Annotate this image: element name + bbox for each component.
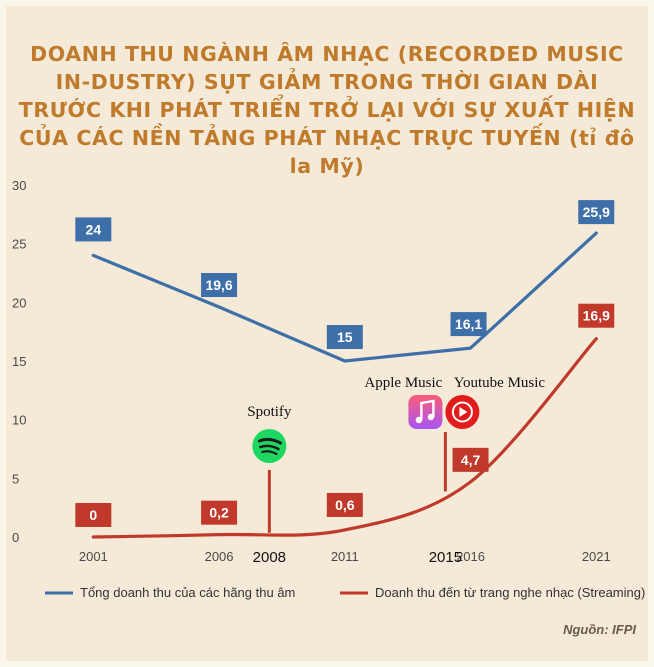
y-axis: 0 5 10 15 20 25 30	[12, 178, 26, 545]
series-streaming-line	[91, 337, 598, 539]
x-tick-label-highlight: 2015	[429, 549, 462, 566]
spotify-annotation-label: Spotify	[247, 404, 292, 420]
data-label-box	[578, 303, 615, 328]
y-tick-label: 20	[12, 295, 26, 310]
data-label-box	[75, 217, 112, 242]
spotify-icon	[252, 429, 287, 463]
platform-annotations: Spotify Apple Music Youtube Music	[247, 375, 545, 533]
data-label: 24	[86, 221, 102, 237]
x-axis: 2001 2006 2011 2016 2021 2008 2015	[79, 549, 611, 566]
x-tick-label: 2016	[456, 549, 485, 564]
x-tick-label: 2011	[331, 549, 359, 564]
source-note: Nguồn: IFPI	[563, 622, 636, 637]
x-tick-label: 2021	[582, 549, 611, 564]
x-tick-label: 2006	[205, 549, 234, 564]
series-total-line	[91, 231, 598, 363]
data-label-box	[578, 200, 615, 225]
chart-title: DOANH THU NGÀNH ÂM NHẠC (RECORDED MUSIC …	[18, 42, 636, 178]
data-label: 19,6	[205, 277, 232, 293]
legend-streaming-label: Doanh thu đến từ trang nghe nhạc (Stream…	[375, 585, 645, 600]
legend: Tổng doanh thu của các hãng thu âm Doanh…	[45, 585, 645, 600]
y-tick-label: 10	[12, 413, 26, 428]
series-lines	[91, 231, 598, 539]
data-label: 0,2	[209, 505, 229, 521]
data-label: 15	[337, 329, 353, 345]
data-labels: 24 19,6 15 16,1 25,9 0 0,2 0,6 4,7 16,9	[75, 200, 615, 527]
y-tick-label: 5	[12, 471, 19, 486]
data-label-box	[326, 492, 363, 517]
data-label-box	[452, 447, 489, 472]
data-label-box	[201, 273, 238, 298]
y-tick-label: 15	[12, 354, 26, 369]
data-label: 16,1	[455, 316, 482, 332]
y-tick-label: 0	[12, 530, 19, 545]
data-label-box	[326, 325, 363, 349]
data-label: 25,9	[583, 204, 610, 220]
y-tick-label: 30	[12, 178, 26, 193]
youtube-music-annotation-label: Youtube Music	[454, 375, 546, 391]
apple-music-icon	[408, 395, 443, 429]
data-label-box	[75, 503, 112, 527]
data-label-box	[450, 312, 487, 337]
data-label-box	[201, 500, 238, 525]
data-label: 4,7	[461, 452, 481, 468]
data-label: 16,9	[583, 308, 610, 324]
data-label: 0,6	[335, 497, 355, 513]
apple-music-annotation-label: Apple Music	[364, 375, 442, 391]
x-tick-label: 2001	[79, 549, 108, 564]
youtube-music-icon	[445, 395, 480, 429]
data-label: 0	[89, 507, 97, 523]
legend-total-label: Tổng doanh thu của các hãng thu âm	[80, 585, 295, 600]
x-tick-label-highlight: 2008	[253, 549, 286, 566]
y-tick-label: 25	[12, 237, 26, 252]
